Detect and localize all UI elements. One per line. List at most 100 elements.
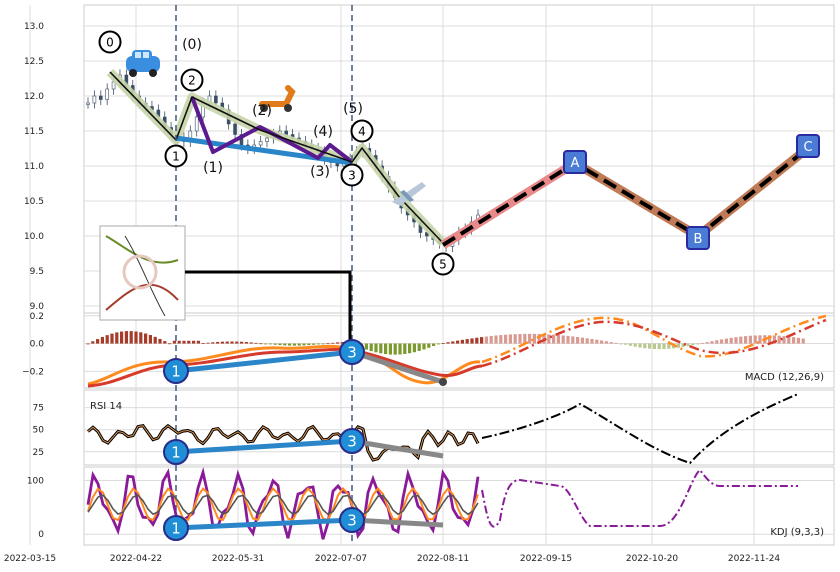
macd-hist-bar <box>576 336 580 344</box>
macd-hist-bar <box>638 343 642 348</box>
macd-hist-bar <box>312 343 316 345</box>
macd-hist-bar <box>182 340 186 344</box>
macd-hist-bar <box>648 343 652 349</box>
macd-hist-bar <box>556 335 560 344</box>
candle-body <box>105 88 109 100</box>
candle-body <box>258 141 263 146</box>
macd-hist-bar <box>508 334 512 344</box>
macd-hist-bar <box>192 340 196 344</box>
macd-hist-bar <box>744 336 748 344</box>
wave-circle <box>431 252 455 276</box>
macd-hist-bar <box>547 334 551 344</box>
x-tick-label: 2022-11-24 <box>728 554 781 564</box>
abc-label: A <box>571 156 580 171</box>
wave-circle-label: 4 <box>358 125 366 139</box>
macd-hist-bar <box>566 335 570 344</box>
macd-hist-bar <box>796 337 800 344</box>
alt-wave-line <box>190 96 354 164</box>
macd-hist-bar <box>124 331 128 344</box>
macd-hist-bar <box>148 335 152 344</box>
macd-hist-bar <box>676 343 680 348</box>
macd-hist-bar <box>470 338 474 344</box>
macd-forecast <box>481 314 827 364</box>
macd-hist-bar <box>494 335 498 344</box>
macd-hist-bar <box>292 343 296 346</box>
macd-hist-bar <box>772 335 776 344</box>
macd-hist-bar <box>614 342 618 344</box>
macd-hist-bar <box>465 339 469 344</box>
x-tick-labels: 2022-03-15 2022-04-22 2022-05-31 2022-07-07… <box>4 554 781 564</box>
x-tick-label: 2022-05-31 <box>212 554 264 564</box>
abc-label: B <box>694 232 703 247</box>
wave-circle-label: 0 <box>106 36 114 50</box>
divergence-badge-label: 3 <box>347 512 357 530</box>
price-tick-label: 12.5 <box>24 57 44 67</box>
macd-hist-bar <box>600 340 604 344</box>
divergence-badge-label: 1 <box>171 363 181 381</box>
macd-hist-bar <box>206 342 210 344</box>
macd-hist-bar <box>268 343 272 345</box>
alt-wave-label: (4) <box>313 124 333 140</box>
alt-wave-label: (0) <box>182 37 202 53</box>
macd-hist-bar <box>91 341 95 344</box>
macd-hist-bar <box>427 343 431 348</box>
macd-hist-bar <box>201 343 205 345</box>
candle-body <box>86 102 90 105</box>
macd-hist-bar <box>120 331 124 344</box>
macd-hist-bar <box>364 343 368 350</box>
wave-circle <box>98 30 122 54</box>
macd-hist-bar <box>254 342 258 344</box>
rsi-label: RSI 14 <box>90 401 122 412</box>
macd-hist-bar <box>777 335 781 344</box>
macd-hist-bar <box>115 332 119 344</box>
macd-hist-bar <box>652 343 656 349</box>
macd-hist-bar <box>609 342 613 344</box>
macd-hist-bar <box>216 341 220 344</box>
macd-hist-bar <box>667 343 671 349</box>
candle-body <box>92 95 97 104</box>
macd-label: MACD (12,26,9) <box>745 372 824 383</box>
kdj-panel <box>83 466 835 546</box>
macd-hist-bar <box>302 343 306 346</box>
scooter-icon <box>259 85 296 112</box>
rsi-divergence-blue <box>175 438 353 455</box>
alt-wave-labels: (0) (1) (2) (3) (4) (5) <box>182 37 363 180</box>
alt-wave-label: (3) <box>310 164 330 180</box>
rsi-tick-label: 50 <box>33 426 45 436</box>
macd-hist-bar <box>681 343 685 347</box>
price-tick-label: 10.5 <box>24 197 44 207</box>
macd-hist-bar <box>105 335 109 344</box>
divergence-badge <box>163 358 189 384</box>
macd-hist-bar <box>792 337 796 344</box>
x-tick-label: 2022-07-07 <box>315 554 367 564</box>
macd-hist-bar <box>374 343 378 353</box>
price-tick-label: 9.0 <box>30 302 45 312</box>
abc-box <box>686 226 710 250</box>
macd-hist-bar <box>801 338 805 344</box>
macd-hist-bar <box>259 343 263 345</box>
kdj-divergence-blue <box>175 517 353 531</box>
wave-circle-label: 1 <box>172 150 180 164</box>
macd-hist-bar <box>307 343 311 346</box>
alt-wave-label: (1) <box>203 160 223 176</box>
macd-hist-bar <box>441 343 445 344</box>
macd-hist-bar <box>729 337 733 344</box>
macd-hist-bar <box>561 335 565 344</box>
candle-body <box>98 95 103 100</box>
divergence-badge-label: 3 <box>347 433 357 451</box>
kdj-tick-label: 100 <box>27 476 44 486</box>
macd-hist-bar <box>657 343 661 350</box>
macd-hist-bar <box>129 331 133 344</box>
signal-forecast <box>481 318 827 368</box>
wave-circle-label: 3 <box>348 169 356 183</box>
divergence-badges: 1 3 1 3 1 3 <box>163 339 365 541</box>
macd-hist-bar <box>134 331 138 344</box>
macd-tick-label: 0.0 <box>30 340 45 350</box>
macd-hist-bar <box>595 339 599 344</box>
macd-hist-bar <box>326 343 330 345</box>
wave-circle-label: 2 <box>188 74 196 88</box>
macd-hist-bar <box>782 336 786 344</box>
macd-hist-bar <box>720 339 724 344</box>
macd-hist-bar <box>432 343 436 347</box>
macd-hist-bar <box>412 343 416 353</box>
